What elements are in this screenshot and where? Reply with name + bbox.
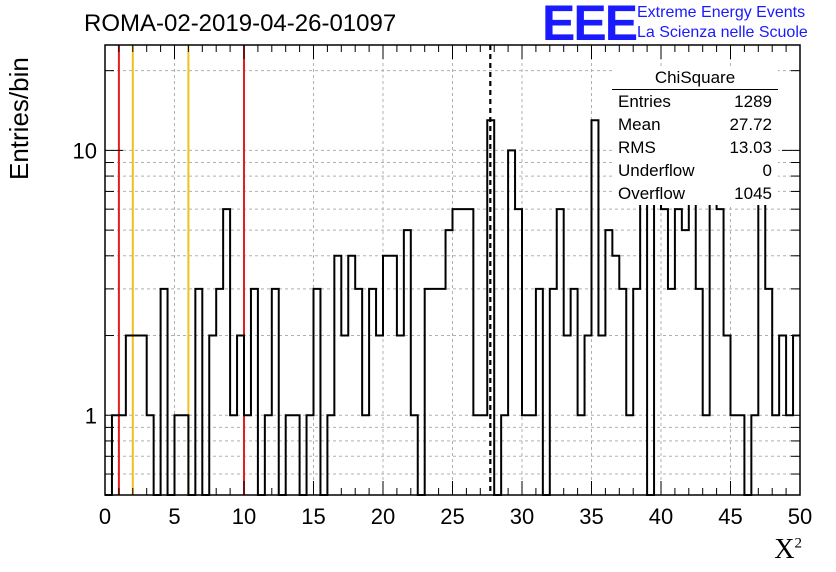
x-axis-label-text: X xyxy=(774,534,795,565)
x-tick-label: 25 xyxy=(440,504,464,529)
stats-label: RMS xyxy=(618,138,656,157)
tick-labels: 0 5 10 15 20 25 30 35 40 45 50 1 10 xyxy=(73,138,813,529)
stats-title: ChiSquare xyxy=(612,68,778,90)
y-axis-label: Entries/bin xyxy=(4,57,34,180)
grid-lines xyxy=(105,45,800,496)
x-tick-label: 0 xyxy=(99,504,111,529)
logo-line-1: Extreme Energy Events xyxy=(637,4,806,21)
eee-logo: EEE xyxy=(542,0,638,51)
stats-row-underflow: Underflow 0 xyxy=(612,159,778,182)
chart-title: ROMA-02-2019-04-26-01097 xyxy=(84,10,397,37)
x-tick-label: 50 xyxy=(788,504,812,529)
x-tick-label: 45 xyxy=(718,504,742,529)
x-axis-label: X2 xyxy=(774,534,802,566)
stats-label: Mean xyxy=(618,115,661,134)
x-tick-label: 10 xyxy=(232,504,256,529)
x-tick-label: 5 xyxy=(168,504,180,529)
stats-value: 1045 xyxy=(734,184,772,203)
logo-line-2: La Scienza nelle Scuole xyxy=(637,24,808,41)
reference-lines xyxy=(117,45,492,495)
y-tick-label: 10 xyxy=(73,138,97,163)
stats-value: 27.72 xyxy=(729,115,772,134)
stats-row-rms: RMS 13.03 xyxy=(612,136,778,159)
stats-value: 13.03 xyxy=(729,138,772,157)
x-tick-label: 20 xyxy=(371,504,395,529)
x-axis-label-superscript: 2 xyxy=(794,535,803,552)
x-tick-label: 15 xyxy=(301,504,325,529)
x-tick-label: 30 xyxy=(510,504,534,529)
stats-label: Overflow xyxy=(618,184,686,203)
stats-value: 1289 xyxy=(734,92,772,111)
stats-box: ChiSquare Entries 1289 Mean 27.72 RMS 13… xyxy=(612,68,778,205)
stats-row-mean: Mean 27.72 xyxy=(612,113,778,136)
y-tick-label: 1 xyxy=(85,403,97,428)
axis-ticks xyxy=(104,45,801,496)
stats-row-entries: Entries 1289 xyxy=(612,90,778,113)
stats-row-overflow: Overflow 1045 xyxy=(612,182,778,205)
stats-label: Entries xyxy=(618,92,671,111)
x-tick-label: 40 xyxy=(649,504,673,529)
histogram-series xyxy=(105,119,800,496)
x-tick-label: 35 xyxy=(579,504,603,529)
stats-value: 0 xyxy=(762,161,772,180)
stats-label: Underflow xyxy=(618,161,695,180)
